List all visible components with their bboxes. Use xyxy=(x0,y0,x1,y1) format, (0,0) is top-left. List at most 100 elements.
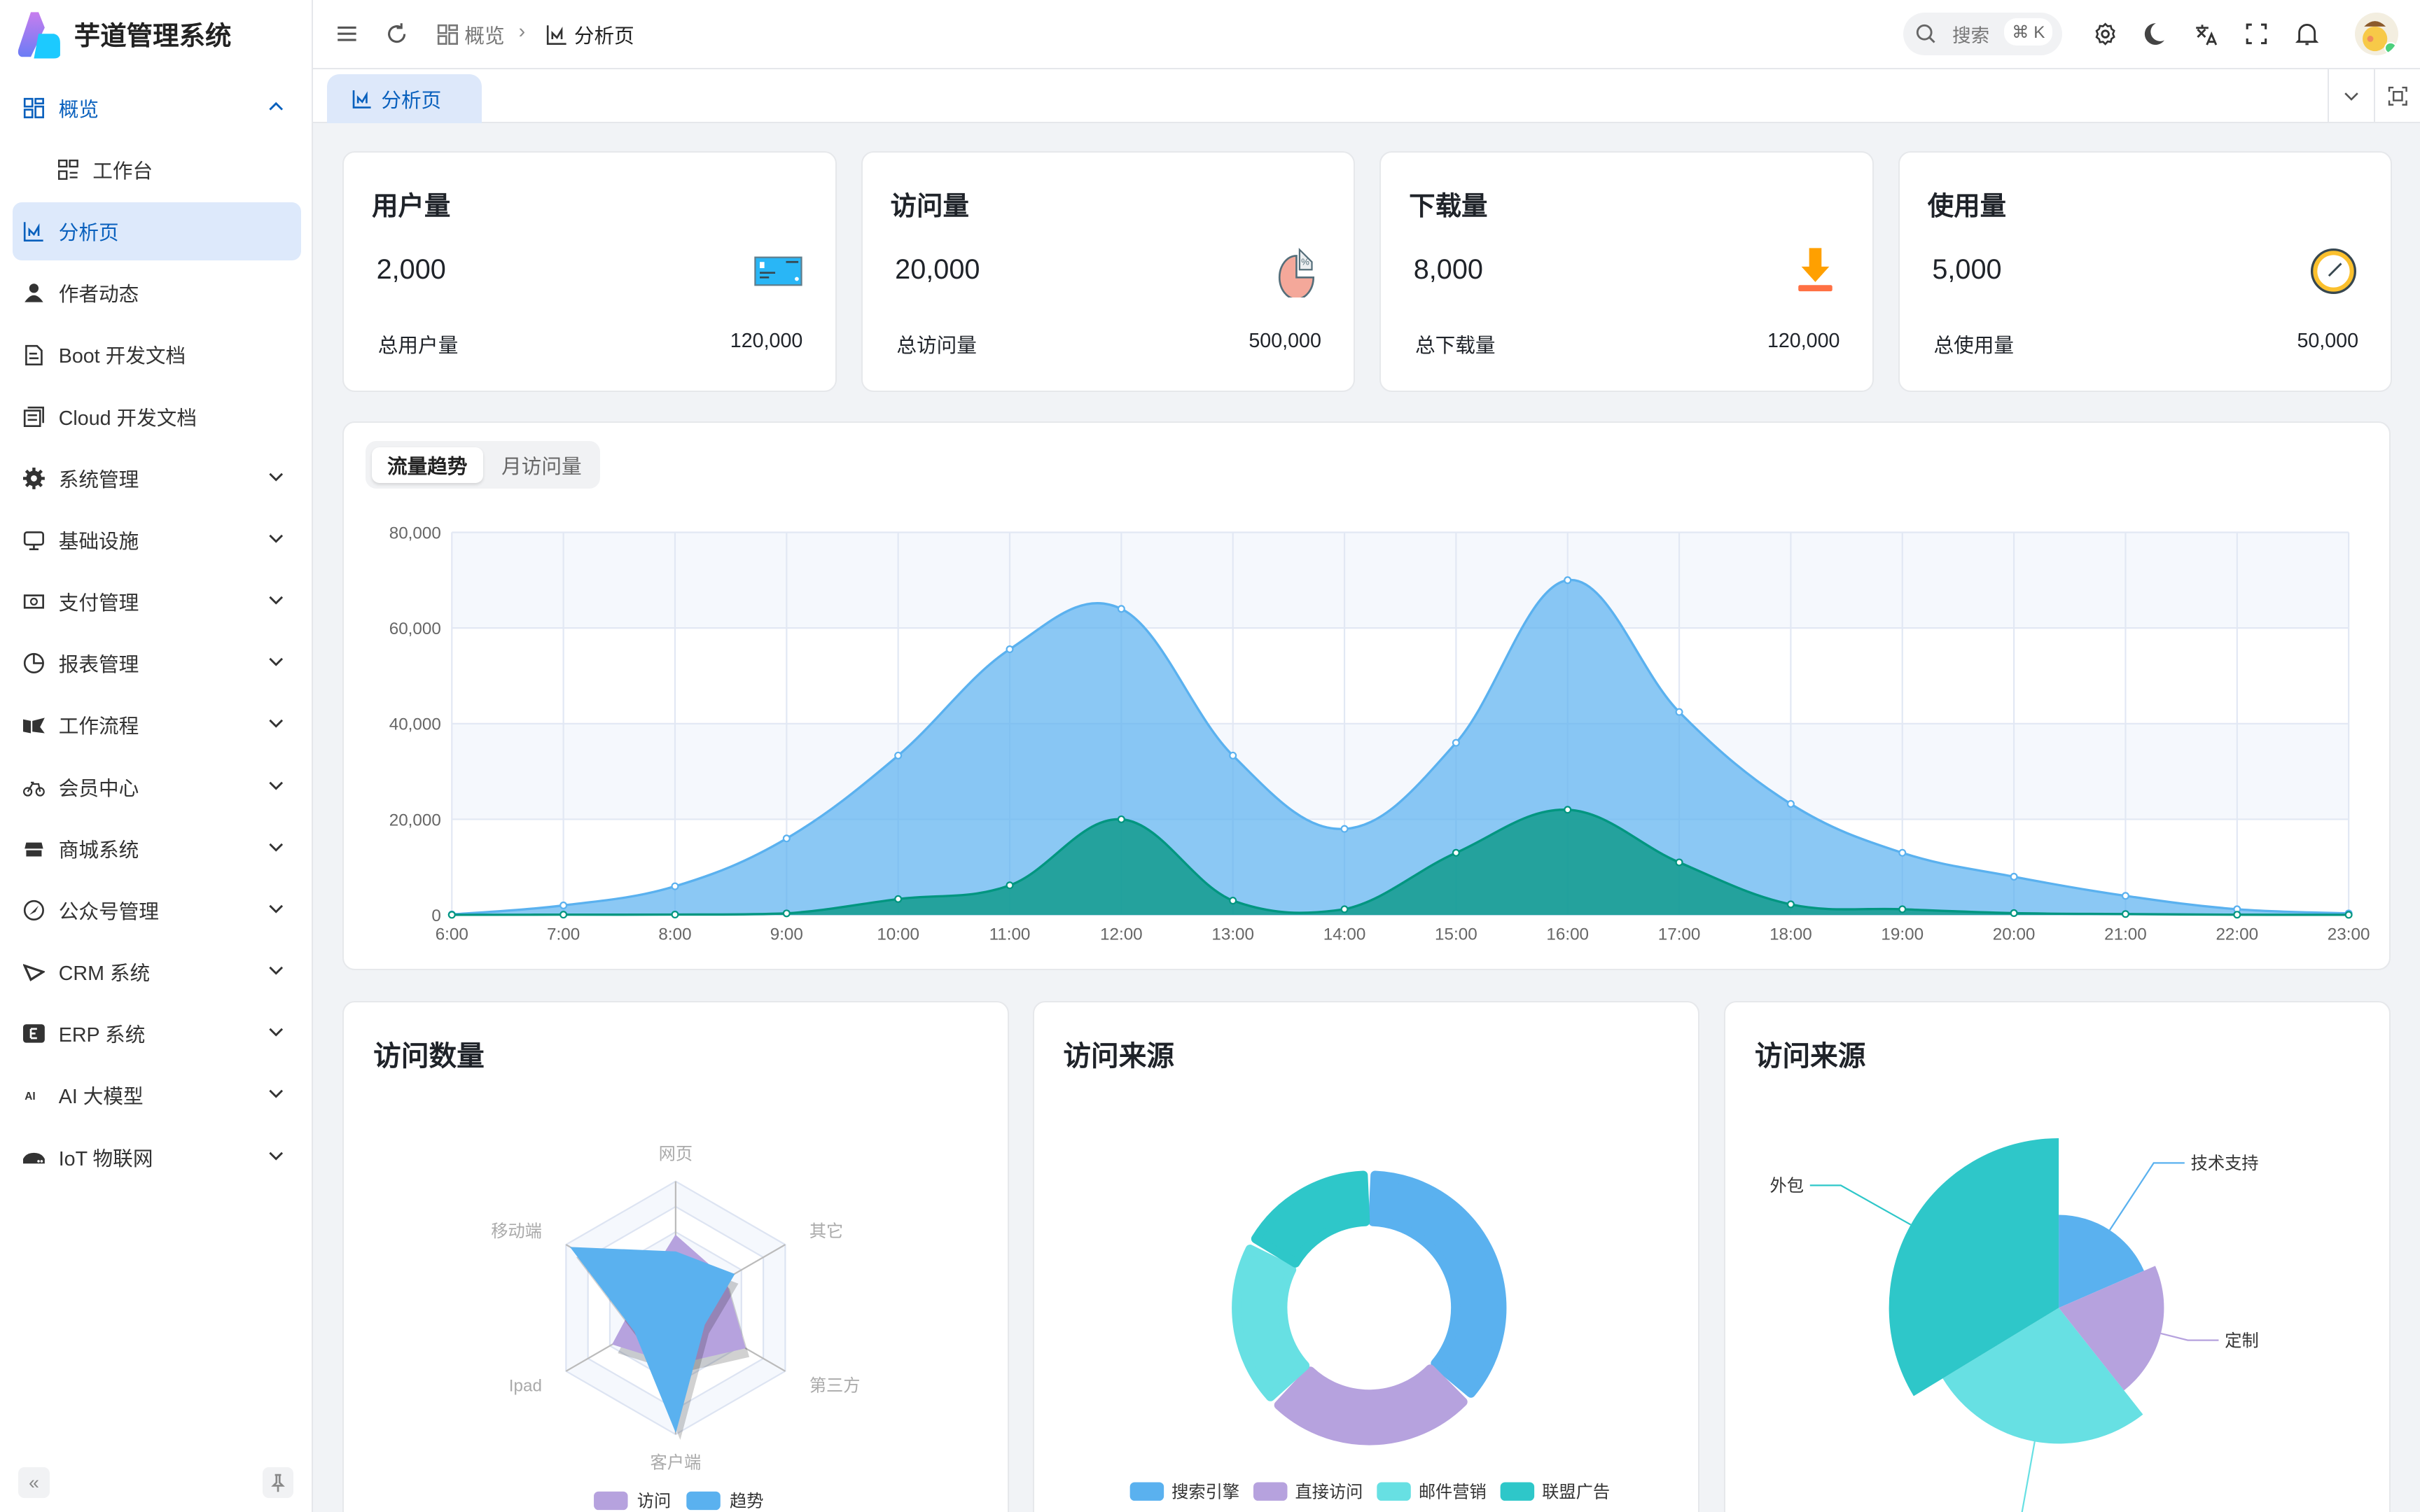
sidebar-item-13[interactable]: 商城系统 xyxy=(13,819,301,878)
donut-slice[interactable] xyxy=(1231,1245,1309,1402)
breadcrumb-item-analysis[interactable]: 分析页 xyxy=(546,20,634,49)
rose-slice[interactable] xyxy=(1942,1308,2143,1444)
search-button[interactable]: 搜索 ⌘ K xyxy=(1903,12,2062,56)
data-point[interactable] xyxy=(1898,905,1907,913)
sidebar-item-label: AI 大模型 xyxy=(58,1086,144,1109)
donut-slice[interactable] xyxy=(1274,1364,1468,1446)
logo[interactable]: 芋道管理系统 xyxy=(15,9,232,59)
data-point[interactable] xyxy=(1452,848,1461,857)
fullscreen-button[interactable] xyxy=(2241,18,2272,49)
sidebar-item-15[interactable]: CRM 系统 xyxy=(13,943,301,1002)
data-point[interactable] xyxy=(894,895,903,903)
rose-slice[interactable] xyxy=(1889,1138,2059,1396)
data-point[interactable] xyxy=(1340,825,1349,833)
data-point[interactable] xyxy=(2122,891,2130,900)
menu-toggle-button[interactable] xyxy=(332,18,363,49)
data-point[interactable] xyxy=(2233,910,2241,918)
sidebar-item-2[interactable]: 工作台 xyxy=(13,141,301,200)
legend-label[interactable]: 联盟广告 xyxy=(1542,1483,1610,1502)
sidebar-item-label: CRM 系统 xyxy=(58,962,151,986)
tab-monthly-visits[interactable]: 月访问量 xyxy=(501,455,582,478)
donut-slice[interactable] xyxy=(1251,1170,1370,1268)
data-point[interactable] xyxy=(1564,805,1572,814)
data-point[interactable] xyxy=(1675,708,1683,716)
data-point[interactable] xyxy=(671,910,679,918)
data-point[interactable] xyxy=(894,751,903,760)
data-point[interactable] xyxy=(1118,815,1126,823)
legend-label[interactable]: 搜索引擎 xyxy=(1171,1483,1239,1502)
data-point[interactable] xyxy=(783,909,791,918)
data-point[interactable] xyxy=(1229,896,1237,904)
data-point[interactable] xyxy=(1452,738,1461,747)
legend-swatch[interactable] xyxy=(1500,1482,1534,1502)
data-point[interactable] xyxy=(2122,909,2130,918)
rose-slice[interactable] xyxy=(2059,1266,2164,1391)
sidebar-item-12[interactable]: 会员中心 xyxy=(13,757,301,816)
sidebar-item-3[interactable]: 分析页 xyxy=(12,202,301,261)
tab-analysis[interactable]: 分析页 xyxy=(327,74,482,124)
data-point[interactable] xyxy=(1118,605,1126,613)
sidebar-item-16[interactable]: ERP 系统 xyxy=(13,1004,301,1063)
data-point[interactable] xyxy=(448,911,457,919)
data-point[interactable] xyxy=(1898,848,1907,857)
sidebar-item-5[interactable]: Boot 开发文档 xyxy=(13,326,301,384)
refresh-button[interactable] xyxy=(381,18,412,49)
stat-title: 访问量 xyxy=(890,191,969,221)
sidebar-item-7[interactable]: 系统管理 xyxy=(13,449,301,507)
sidebar-item-18[interactable]: IoT 物联网 xyxy=(13,1128,301,1186)
sidebar-item-10[interactable]: 报表管理 xyxy=(13,634,301,693)
sidebar-item-17[interactable]: AI AI 大模型 xyxy=(13,1066,301,1125)
sidebar-item-8[interactable]: 基础设施 xyxy=(13,511,301,570)
sidebar-item-1[interactable]: 概览 xyxy=(13,78,301,137)
legend-swatch[interactable] xyxy=(1253,1482,1288,1502)
legend-swatch[interactable] xyxy=(686,1492,721,1511)
chevron-up-icon xyxy=(269,102,284,111)
collapse-sidebar-button[interactable]: « xyxy=(18,1467,50,1499)
data-point[interactable] xyxy=(559,910,568,918)
workbench-icon xyxy=(55,158,80,182)
legend-label[interactable]: 邮件营销 xyxy=(1418,1483,1486,1502)
tab-traffic-trend[interactable]: 流量趋势 xyxy=(371,447,483,483)
donut-slice[interactable] xyxy=(1368,1170,1506,1399)
sidebar-item-4[interactable]: 作者动态 xyxy=(13,264,301,323)
data-point[interactable] xyxy=(559,901,568,909)
data-point[interactable] xyxy=(671,882,679,890)
settings-button[interactable] xyxy=(2089,18,2120,49)
document-stack-icon xyxy=(22,404,46,428)
legend-swatch[interactable] xyxy=(594,1492,628,1511)
rose-slice[interactable] xyxy=(2059,1215,2144,1308)
data-point[interactable] xyxy=(2010,909,2018,917)
chevron-down-icon xyxy=(269,1090,284,1099)
language-button[interactable] xyxy=(2192,18,2223,49)
sidebar-item-9[interactable]: 支付管理 xyxy=(13,573,301,631)
data-point[interactable] xyxy=(2010,872,2018,881)
pin-sidebar-button[interactable] xyxy=(262,1467,293,1499)
tab-maximize-button[interactable] xyxy=(2373,69,2420,124)
legend-label[interactable]: 趋势 xyxy=(730,1492,763,1511)
breadcrumb-item-overview[interactable]: 概览 xyxy=(437,20,505,49)
data-point[interactable] xyxy=(1006,645,1014,653)
dark-mode-toggle[interactable] xyxy=(2139,18,2170,49)
sidebar-item-11[interactable]: 工作流程 xyxy=(13,696,301,755)
radar-series-2[interactable] xyxy=(570,1247,735,1434)
tab-more-button[interactable] xyxy=(2327,69,2374,124)
x-tick-label: 20:00 xyxy=(1993,925,2036,944)
data-point[interactable] xyxy=(1340,905,1349,913)
data-point[interactable] xyxy=(1675,858,1683,867)
legend-swatch[interactable] xyxy=(1129,1482,1164,1502)
data-point[interactable] xyxy=(1229,751,1237,760)
avatar[interactable] xyxy=(2355,12,2399,56)
sidebar-item-6[interactable]: Cloud 开发文档 xyxy=(13,387,301,446)
data-point[interactable] xyxy=(1787,900,1795,909)
data-point[interactable] xyxy=(2344,911,2353,919)
notifications-button[interactable] xyxy=(2292,18,2323,49)
data-point[interactable] xyxy=(783,834,791,843)
data-point[interactable] xyxy=(1787,799,1795,808)
data-point[interactable] xyxy=(1564,576,1572,584)
legend-label[interactable]: 访问 xyxy=(637,1492,671,1511)
sidebar-item-14[interactable]: 公众号管理 xyxy=(13,881,301,940)
data-point[interactable] xyxy=(1006,881,1014,889)
legend-label[interactable]: 直接访问 xyxy=(1295,1483,1363,1502)
legend-swatch[interactable] xyxy=(1376,1482,1411,1502)
hamburger-icon xyxy=(338,27,357,41)
